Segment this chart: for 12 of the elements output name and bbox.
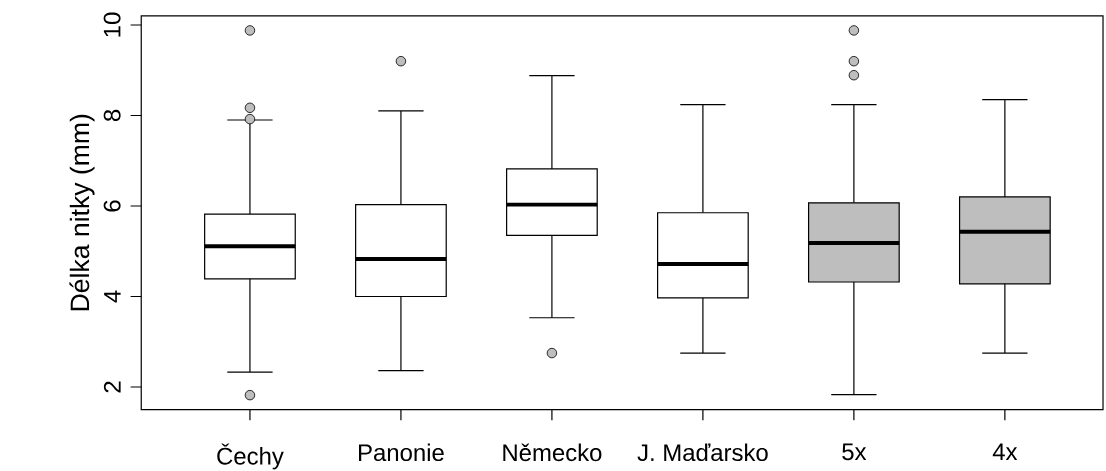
x-tick-label: 5x xyxy=(842,443,867,461)
x-tick-label: J. Maďarsko xyxy=(637,443,768,461)
x-tick-label: Německo xyxy=(503,443,602,461)
x-tick-label: 4x xyxy=(992,443,1018,460)
y-tick-label: 2 xyxy=(103,381,121,393)
y-tick-label: 6 xyxy=(103,200,121,212)
y-tick-label: 8 xyxy=(103,109,121,121)
y-tick-label: 10 xyxy=(103,12,121,37)
y-axis-title: Délka nitky (mm) xyxy=(69,114,95,311)
y-tick-label: 4 xyxy=(104,290,121,303)
x-tick-label: Panonie xyxy=(359,443,444,461)
x-tick-label: Čechy xyxy=(217,443,284,470)
